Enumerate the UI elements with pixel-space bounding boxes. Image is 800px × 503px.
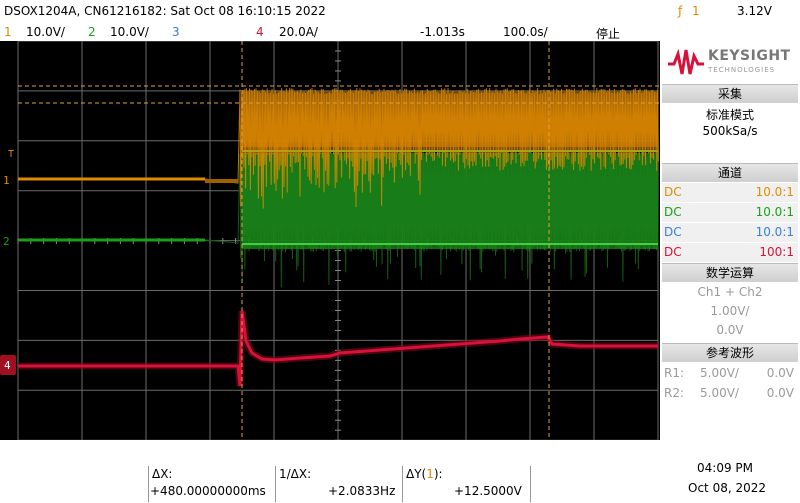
delta-y-label: ΔY(1): bbox=[406, 467, 443, 481]
ref1-scale: 5.00V/ bbox=[700, 366, 739, 380]
ch1-ground-marker[interactable]: 1 bbox=[3, 174, 10, 187]
channel-scale-bar: 1 10.0V/ 2 10.0V/ 3 4 20.0A/ -1.013s 100… bbox=[0, 22, 800, 42]
acquire-rate: 500kSa/s bbox=[702, 124, 758, 138]
run-status[interactable]: 停止 bbox=[596, 27, 621, 41]
trigger-marker[interactable]: T bbox=[8, 149, 14, 160]
ref2-name: R2: bbox=[664, 386, 685, 400]
separator bbox=[402, 466, 403, 502]
ch2-number[interactable]: 2 bbox=[88, 25, 96, 39]
cursor-readout-bar bbox=[0, 440, 800, 503]
ch4-probe: 100:1 bbox=[759, 245, 794, 259]
keysight-logo: KEYSIGHT TECHNOLOGIES bbox=[662, 42, 798, 82]
time-scale[interactable]: 100.0s/ bbox=[503, 25, 548, 39]
clock-date: Oct 08, 2022 bbox=[688, 481, 766, 495]
acquire-mode: 标准模式 bbox=[705, 108, 754, 122]
ref2-offset: 0.0V bbox=[766, 386, 794, 400]
channel-row-2[interactable]: DC 10.0:1 bbox=[662, 203, 798, 222]
math-title[interactable]: 数学运算 bbox=[662, 263, 798, 282]
channels-title[interactable]: 通道 bbox=[662, 163, 798, 182]
delta-y-value: +12.5000V bbox=[454, 484, 522, 498]
ch3-number[interactable]: 3 bbox=[172, 25, 180, 39]
ref2-scale: 5.00V/ bbox=[700, 386, 739, 400]
clock-time: 04:09 PM bbox=[697, 461, 753, 475]
inverse-delta-x-label: 1/ΔX: bbox=[279, 467, 312, 481]
delta-x-label: ΔX: bbox=[152, 467, 173, 481]
delta-y-label-end: ): bbox=[433, 467, 443, 481]
ch2-coupling: DC bbox=[664, 205, 682, 219]
ref-row-2[interactable]: R2: 5.00V/ 0.0V bbox=[662, 384, 798, 403]
ch3-coupling: DC bbox=[664, 225, 682, 239]
delta-y-channel: 1 bbox=[426, 467, 434, 481]
logo-sub-text: TECHNOLOGIES bbox=[708, 66, 776, 74]
separator bbox=[148, 466, 149, 502]
ch1-scale[interactable]: 10.0V/ bbox=[26, 25, 65, 39]
delta-y-label-start: ΔY( bbox=[406, 467, 427, 481]
ch3-probe: 10.0:1 bbox=[755, 225, 794, 239]
reference-title[interactable]: 参考波形 bbox=[662, 343, 798, 362]
ch4-number[interactable]: 4 bbox=[256, 25, 264, 39]
trigger-source: 1 bbox=[692, 4, 700, 18]
inverse-delta-x-value: +2.0833Hz bbox=[328, 484, 396, 498]
ch2-scale[interactable]: 10.0V/ bbox=[110, 25, 149, 39]
ch1-probe: 10.0:1 bbox=[755, 185, 794, 199]
ref1-name: R1: bbox=[664, 366, 685, 380]
ref1-offset: 0.0V bbox=[766, 366, 794, 380]
waveform-display[interactable]: T 1 2 4 bbox=[0, 41, 660, 440]
channel-row-3[interactable]: DC 10.0:1 bbox=[662, 223, 798, 242]
acquire-title[interactable]: 采集 bbox=[662, 84, 798, 103]
ch1-trace bbox=[18, 87, 659, 209]
ch1-coupling: DC bbox=[664, 185, 682, 199]
channel-row-1[interactable]: DC 10.0:1 bbox=[662, 183, 798, 202]
channel-row-4[interactable]: DC 100:1 bbox=[662, 243, 798, 262]
trigger-icon: ƒ bbox=[678, 4, 683, 18]
instrument-info: DSOX1204A, CN61216182: Sat Oct 08 16:10:… bbox=[4, 4, 326, 18]
separator bbox=[275, 466, 276, 502]
waveforms bbox=[18, 87, 659, 387]
math-offset: 0.0V bbox=[716, 323, 744, 337]
ch4-marker-box[interactable] bbox=[0, 355, 16, 375]
ch2-ground-marker[interactable]: 2 bbox=[3, 235, 10, 248]
trigger-level: 3.12V bbox=[737, 4, 772, 18]
title-bar: DSOX1204A, CN61216182: Sat Oct 08 16:10:… bbox=[0, 0, 800, 22]
ch4-coupling: DC bbox=[664, 245, 682, 259]
delta-x-value: +480.00000000ms bbox=[150, 484, 266, 498]
ch2-probe: 10.0:1 bbox=[755, 205, 794, 219]
ch4-ground-marker[interactable]: 4 bbox=[4, 359, 11, 372]
math-scale: 1.00V/ bbox=[710, 304, 750, 318]
time-offset[interactable]: -1.013s bbox=[420, 25, 465, 39]
math-expression: Ch1 + Ch2 bbox=[697, 285, 763, 299]
logo-main-text: KEYSIGHT bbox=[708, 48, 791, 64]
ref-row-1[interactable]: R1: 5.00V/ 0.0V bbox=[662, 364, 798, 383]
keysight-wave-icon bbox=[668, 48, 704, 75]
separator bbox=[530, 466, 531, 502]
ch4-scale[interactable]: 20.0A/ bbox=[279, 25, 318, 39]
ch1-number[interactable]: 1 bbox=[4, 25, 12, 39]
ch4-trace bbox=[18, 310, 658, 387]
